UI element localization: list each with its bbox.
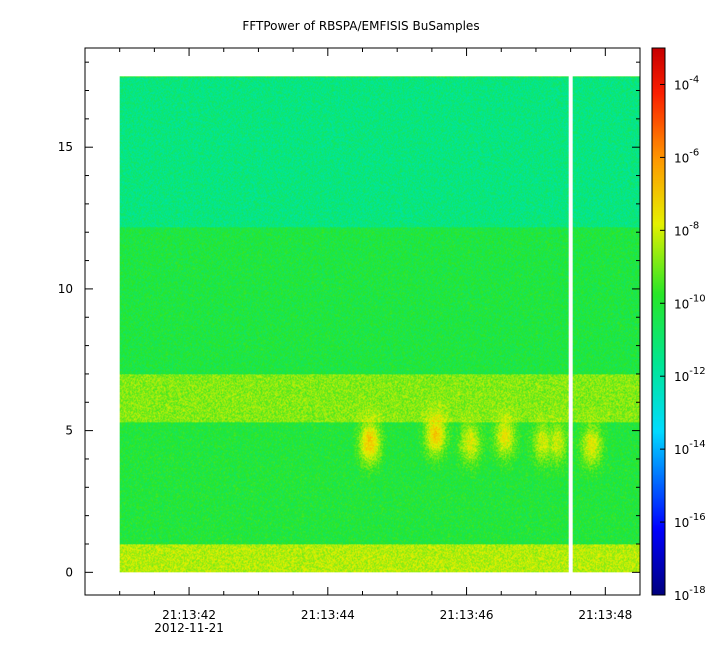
colorbar-tick-label: 10-12 <box>674 366 706 384</box>
x-tick-label: 21:13:48 <box>578 608 632 622</box>
chart-title: FFTPower of RBSPA/EMFISIS BuSamples <box>242 19 479 33</box>
colorbar-tick-label: 10-6 <box>674 147 699 165</box>
y-tick-label: 10 <box>58 282 73 296</box>
colorbar-tick-label: 10-18 <box>674 585 706 603</box>
colorbar-gradient <box>652 48 665 595</box>
colorbar-tick-label: 10-8 <box>674 220 699 238</box>
heatmap-layer <box>119 76 640 573</box>
y-tick-label: 15 <box>58 140 73 154</box>
y-tick-label: 5 <box>65 424 73 438</box>
colorbar-tick-label: 10-14 <box>674 439 706 457</box>
colorbar-tick-label: 10-4 <box>674 74 699 92</box>
colorbar: 10-4 10-6 10-8 10-10 10-12 10-14 10-16 10-18 <box>651 47 706 603</box>
x-tick-label: 21:13:46 <box>440 608 494 622</box>
x-tick-label: 21:13:44 <box>301 608 355 622</box>
y-tick-label: 0 <box>65 565 73 579</box>
y-axis: 0 5 10 15 <box>58 61 640 579</box>
colorbar-border <box>651 47 666 596</box>
colorbar-tick-label: 10-10 <box>674 293 706 311</box>
colorbar-tick-label: 10-16 <box>674 512 706 530</box>
spectrogram-image <box>119 76 640 573</box>
x-tick-date-label: 2012-11-21 <box>154 621 224 635</box>
x-tick-label: 21:13:42 <box>162 608 216 622</box>
